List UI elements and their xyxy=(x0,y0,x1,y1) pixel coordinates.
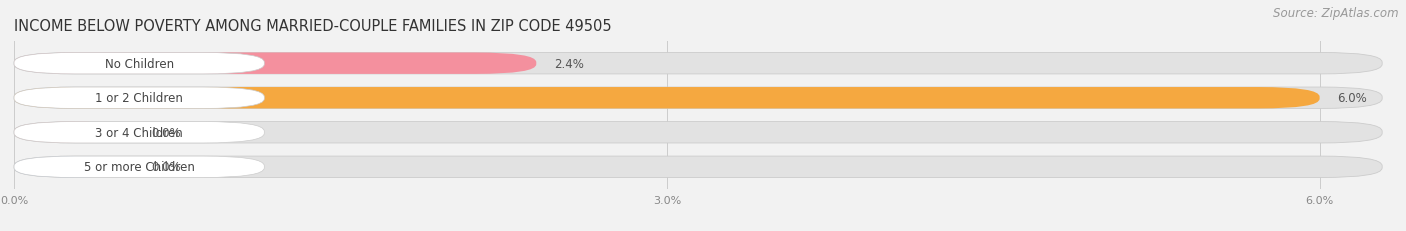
Text: 2.4%: 2.4% xyxy=(554,58,583,70)
Text: 3 or 4 Children: 3 or 4 Children xyxy=(96,126,183,139)
Text: 6.0%: 6.0% xyxy=(1337,92,1367,105)
FancyBboxPatch shape xyxy=(14,156,134,178)
FancyBboxPatch shape xyxy=(14,156,264,178)
FancyBboxPatch shape xyxy=(14,88,1320,109)
Text: 0.0%: 0.0% xyxy=(152,126,181,139)
FancyBboxPatch shape xyxy=(14,88,1382,109)
FancyBboxPatch shape xyxy=(14,122,264,143)
Text: No Children: No Children xyxy=(104,58,174,70)
FancyBboxPatch shape xyxy=(14,53,264,75)
FancyBboxPatch shape xyxy=(14,122,1382,143)
Text: 1 or 2 Children: 1 or 2 Children xyxy=(96,92,183,105)
Text: Source: ZipAtlas.com: Source: ZipAtlas.com xyxy=(1274,7,1399,20)
Text: 0.0%: 0.0% xyxy=(152,161,181,173)
Text: 5 or more Children: 5 or more Children xyxy=(84,161,194,173)
FancyBboxPatch shape xyxy=(14,53,1382,75)
FancyBboxPatch shape xyxy=(14,122,134,143)
FancyBboxPatch shape xyxy=(14,53,536,75)
Text: INCOME BELOW POVERTY AMONG MARRIED-COUPLE FAMILIES IN ZIP CODE 49505: INCOME BELOW POVERTY AMONG MARRIED-COUPL… xyxy=(14,18,612,33)
FancyBboxPatch shape xyxy=(14,156,1382,178)
FancyBboxPatch shape xyxy=(14,88,264,109)
